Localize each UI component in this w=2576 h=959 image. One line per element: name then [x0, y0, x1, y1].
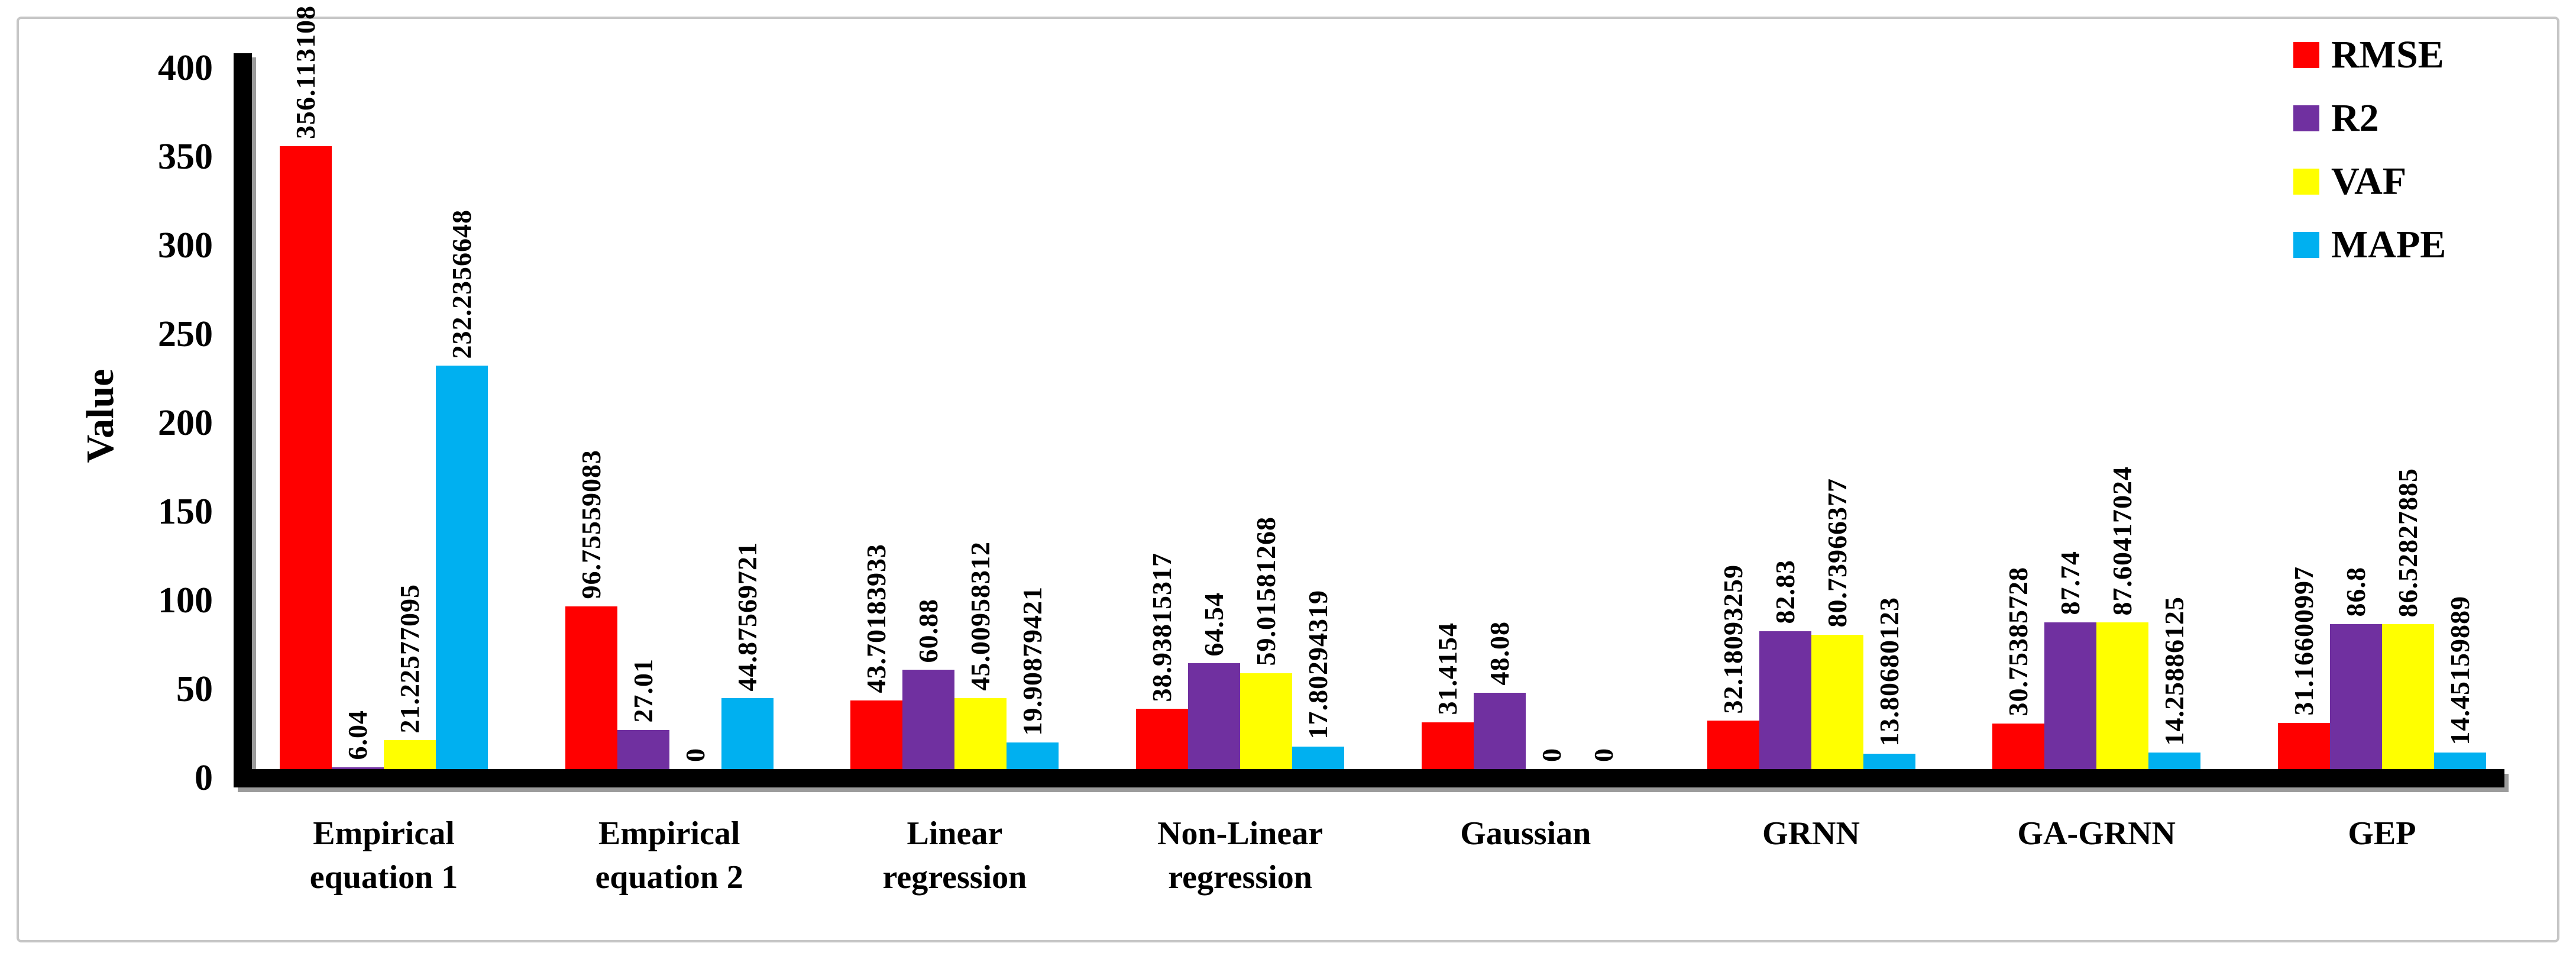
bar-value-label: 87.74 [2055, 551, 2086, 615]
bar-r2 [2329, 624, 2382, 778]
bar-mape [721, 698, 774, 778]
bar-value-label: 31.4154 [1432, 622, 1462, 715]
legend-swatch-rmse [2293, 42, 2319, 68]
legend-item: R2 [2293, 96, 2446, 140]
bar-value-label: 96.75559083 [575, 450, 606, 599]
category-label: Non-Linear regression [1157, 815, 1323, 896]
legend-label: VAF [2331, 160, 2407, 203]
bar-r2 [1759, 631, 1811, 778]
legend-swatch-r2 [2293, 105, 2319, 131]
legend-label: RMSE [2331, 33, 2444, 76]
y-tick-label: 150 [158, 492, 213, 532]
bar-value-label: 14.25886125 [2159, 596, 2190, 746]
bar-value-label: 60.88 [913, 598, 944, 663]
category-label: Gaussian [1460, 815, 1591, 852]
y-tick-label: 400 [158, 48, 213, 88]
bar-rmse [850, 700, 903, 778]
bar-value-label: 43.70183933 [861, 544, 892, 693]
bar-r2 [902, 670, 955, 778]
bar-mape [436, 366, 488, 778]
bar-value-label: 82.83 [1769, 560, 1800, 624]
category-label: GA-GRNN [2017, 815, 2176, 852]
bar-value-label: 232.2356648 [446, 209, 477, 359]
bar-rmse [1421, 722, 1474, 778]
bar-value-label: 0 [1536, 748, 1567, 762]
category-label: GEP [2348, 815, 2416, 852]
bar-rmse [565, 606, 617, 778]
legend-item: VAF [2293, 160, 2446, 204]
bar-value-label: 14.45159889 [2444, 596, 2475, 745]
bar-vaf [2096, 622, 2149, 778]
bar-vaf [1240, 673, 1293, 778]
bar-value-label: 32.18093259 [1717, 564, 1748, 714]
bar-value-label: 13.80680123 [1873, 597, 1904, 747]
bar-rmse [1136, 709, 1189, 778]
y-tick-label: 200 [158, 403, 213, 443]
legend-swatch-mape [2293, 232, 2319, 258]
bar-rmse [280, 146, 332, 778]
y-tick-label: 0 [195, 758, 213, 798]
legend: RMSE R2 VAF MAPE [2293, 33, 2446, 286]
legend-swatch-vaf [2293, 169, 2319, 195]
bar-value-label: 356.113108 [290, 5, 321, 139]
y-tick-label: 250 [158, 314, 213, 354]
bar-value-label: 6.04 [342, 710, 373, 760]
bar-value-label: 31.16600997 [2288, 566, 2319, 716]
bar-value-label: 45.00958312 [965, 541, 996, 691]
y-axis-line [234, 53, 252, 769]
bar-value-label: 0 [679, 748, 710, 762]
bar-value-label: 27.01 [627, 658, 658, 723]
legend-label: MAPE [2331, 223, 2446, 266]
bar-rmse [1992, 723, 2045, 778]
bar-value-label: 86.8 [2340, 567, 2371, 617]
bar-r2 [1188, 663, 1241, 778]
bar-value-label: 0 [1588, 748, 1619, 762]
legend-label: R2 [2331, 96, 2379, 140]
y-tick-label: 50 [176, 669, 213, 709]
bar-vaf [954, 698, 1007, 778]
bar-r2 [2044, 622, 2097, 778]
category-label: Empirical equation 2 [595, 815, 743, 896]
bar-value-label: 64.54 [1199, 592, 1229, 657]
bar-value-label: 21.22577095 [394, 583, 425, 734]
bar-rmse [2277, 722, 2330, 778]
category-label: Empirical equation 1 [309, 815, 458, 896]
bar-vaf [2381, 624, 2434, 778]
bar-value-label: 19.90879421 [1017, 586, 1048, 736]
bar-r2 [1473, 692, 1526, 778]
y-tick-label: 300 [158, 225, 213, 266]
bar-value-label: 80.73966377 [1821, 478, 1852, 628]
category-label: GRNN [1762, 815, 1860, 852]
bar-value-label: 87.60417024 [2107, 466, 2138, 616]
bar-value-label: 17.80294319 [1303, 590, 1334, 740]
bar-vaf [1811, 634, 1863, 778]
x-axis-line [234, 769, 2504, 787]
legend-item: MAPE [2293, 223, 2446, 267]
legend-item: RMSE [2293, 33, 2446, 77]
y-tick-label: 100 [158, 580, 213, 621]
category-label: Linear regression [882, 815, 1027, 896]
bar-value-label: 48.08 [1484, 621, 1514, 686]
bar-value-label: 86.52827885 [2392, 467, 2423, 618]
bar-value-label: 38.93815317 [1147, 552, 1177, 702]
y-tick-label: 350 [158, 137, 213, 177]
bar-value-label: 30.75385728 [2003, 567, 2034, 716]
bar-rmse [1707, 721, 1759, 778]
bar-value-label: 44.87569721 [732, 541, 762, 692]
bar-value-label: 59.01581268 [1251, 516, 1281, 666]
